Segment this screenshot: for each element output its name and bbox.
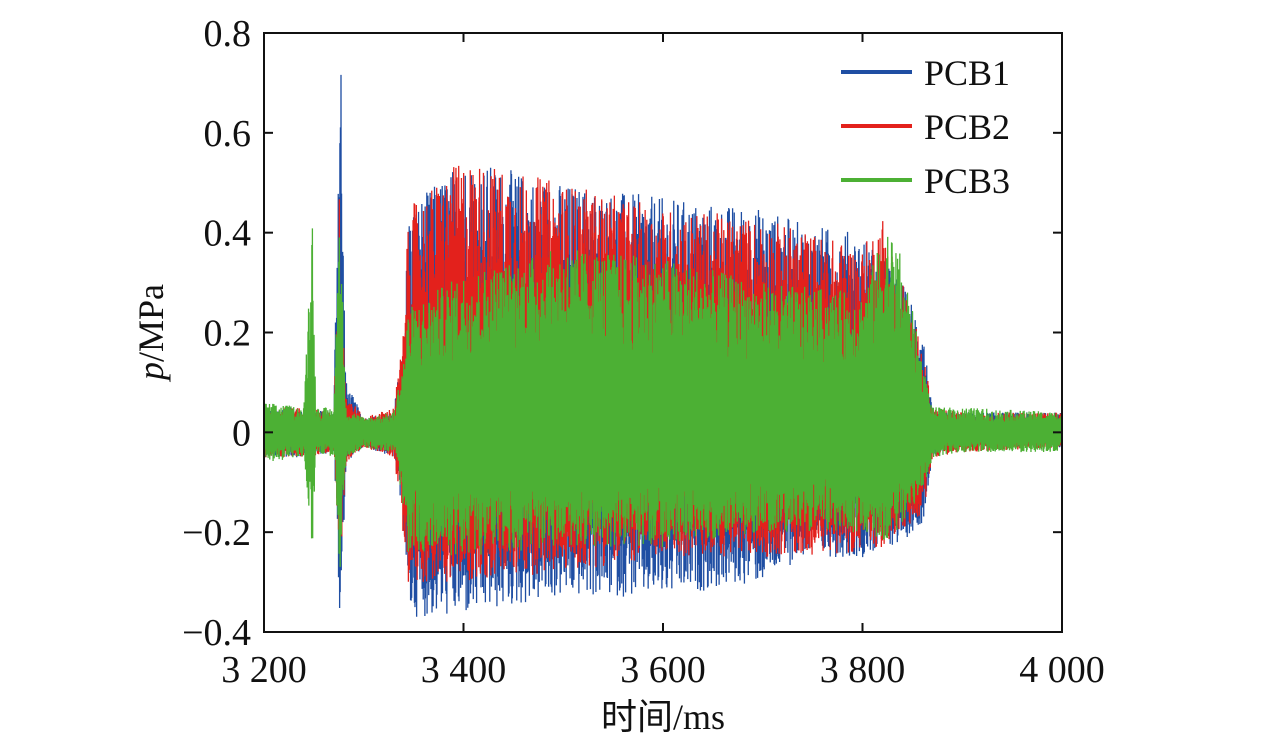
y-axis-title-symbol: p <box>131 362 171 383</box>
legend-label-pcb3: PCB3 <box>924 161 1010 201</box>
series-layer <box>264 74 1062 617</box>
y-tick-label: −0.2 <box>182 512 251 554</box>
y-axis-title: p/MPa <box>131 284 171 383</box>
y-tick-label: 0.4 <box>204 213 252 255</box>
y-tick-label: 0 <box>232 412 251 454</box>
legend-label-pcb2: PCB2 <box>924 107 1010 147</box>
y-tick-label: −0.4 <box>182 612 251 654</box>
y-axis-title-unit: /MPa <box>131 284 171 362</box>
x-tick-label: 3 400 <box>421 649 507 691</box>
x-tick-label: 3 200 <box>221 649 307 691</box>
x-tick-label: 3 600 <box>620 649 706 691</box>
x-axis-title: 时间/ms <box>601 697 725 737</box>
series-pcb3-line <box>264 228 1062 567</box>
legend-label-pcb1: PCB1 <box>924 53 1010 93</box>
y-tick-label: 0.6 <box>204 113 252 155</box>
ticks-layer: 3 200 3 400 3 600 3 800 4 000 −0.4 −0.2 0 0.2 0.4… <box>182 13 1105 691</box>
y-tick-label: 0.8 <box>204 13 252 55</box>
y-tick-label: 0.2 <box>204 313 252 355</box>
legend: PCB1 PCB2 PCB3 <box>841 53 1010 201</box>
x-tick-label: 4 000 <box>1019 649 1105 691</box>
x-tick-label: 3 800 <box>820 649 906 691</box>
